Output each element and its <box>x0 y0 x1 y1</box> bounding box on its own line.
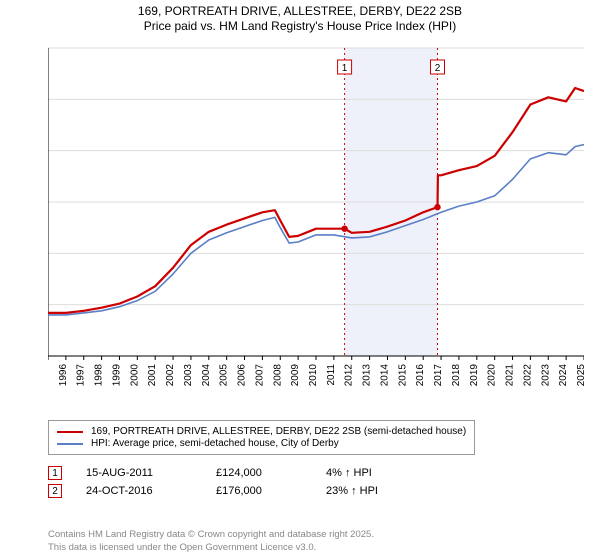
svg-text:2012: 2012 <box>344 364 355 387</box>
svg-text:2020: 2020 <box>487 364 498 387</box>
svg-text:2010: 2010 <box>308 364 319 387</box>
sale-date: 15-AUG-2011 <box>86 467 216 479</box>
svg-text:1997: 1997 <box>76 364 87 387</box>
svg-text:2014: 2014 <box>379 364 390 387</box>
svg-text:1999: 1999 <box>111 364 122 387</box>
chart-svg: £0£50K£100K£150K£200K£250K£300K199519961… <box>48 42 584 412</box>
legend-label-property: 169, PORTREATH DRIVE, ALLESTREE, DERBY, … <box>91 426 466 437</box>
svg-text:2013: 2013 <box>362 364 373 387</box>
svg-text:2005: 2005 <box>219 364 230 387</box>
svg-text:2016: 2016 <box>415 364 426 387</box>
svg-text:2006: 2006 <box>237 364 248 387</box>
sale-price: £124,000 <box>216 467 326 479</box>
sale-marker-icon: 2 <box>48 484 62 498</box>
legend-item-hpi: HPI: Average price, semi-detached house,… <box>57 438 466 449</box>
sale-marker-icon: 1 <box>48 466 62 480</box>
svg-text:2021: 2021 <box>505 364 516 387</box>
legend-swatch-property <box>57 431 83 433</box>
chart-title: 169, PORTREATH DRIVE, ALLESTREE, DERBY, … <box>0 0 600 34</box>
svg-text:2009: 2009 <box>290 364 301 387</box>
sale-delta: 23% ↑ HPI <box>326 485 426 497</box>
svg-text:2008: 2008 <box>272 364 283 387</box>
svg-text:2018: 2018 <box>451 364 462 387</box>
svg-text:2017: 2017 <box>433 364 444 387</box>
sales-table: 1 15-AUG-2011 £124,000 4% ↑ HPI 2 24-OCT… <box>48 462 426 502</box>
legend-box: 169, PORTREATH DRIVE, ALLESTREE, DERBY, … <box>48 420 475 455</box>
sale-price: £176,000 <box>216 485 326 497</box>
legend: 169, PORTREATH DRIVE, ALLESTREE, DERBY, … <box>48 420 584 455</box>
svg-text:2015: 2015 <box>397 364 408 387</box>
svg-text:2024: 2024 <box>558 364 569 387</box>
svg-text:2023: 2023 <box>540 364 551 387</box>
svg-text:2025: 2025 <box>576 364 584 387</box>
sale-row: 2 24-OCT-2016 £176,000 23% ↑ HPI <box>48 484 426 498</box>
svg-text:1995: 1995 <box>48 364 51 387</box>
svg-text:1998: 1998 <box>94 364 105 387</box>
legend-label-hpi: HPI: Average price, semi-detached house,… <box>91 438 339 449</box>
svg-text:2019: 2019 <box>469 364 480 387</box>
svg-text:1996: 1996 <box>58 364 69 387</box>
svg-text:2007: 2007 <box>254 364 265 387</box>
svg-text:2004: 2004 <box>201 364 212 387</box>
svg-text:2022: 2022 <box>522 364 533 387</box>
footer: Contains HM Land Registry data © Crown c… <box>48 529 374 554</box>
title-address: 169, PORTREATH DRIVE, ALLESTREE, DERBY, … <box>0 4 600 19</box>
svg-text:2003: 2003 <box>183 364 194 387</box>
svg-text:1: 1 <box>342 63 348 74</box>
svg-text:2011: 2011 <box>326 364 337 386</box>
svg-text:2000: 2000 <box>129 364 140 387</box>
svg-text:2001: 2001 <box>147 364 158 387</box>
title-subtitle: Price paid vs. HM Land Registry's House … <box>0 19 600 34</box>
legend-item-property: 169, PORTREATH DRIVE, ALLESTREE, DERBY, … <box>57 426 466 437</box>
sale-date: 24-OCT-2016 <box>86 485 216 497</box>
sale-delta: 4% ↑ HPI <box>326 467 426 479</box>
svg-text:2: 2 <box>435 63 441 74</box>
svg-text:2002: 2002 <box>165 364 176 387</box>
footer-line1: Contains HM Land Registry data © Crown c… <box>48 529 374 541</box>
footer-line2: This data is licensed under the Open Gov… <box>48 542 374 554</box>
legend-swatch-hpi <box>57 443 83 445</box>
chart: £0£50K£100K£150K£200K£250K£300K199519961… <box>48 42 584 412</box>
sale-row: 1 15-AUG-2011 £124,000 4% ↑ HPI <box>48 466 426 480</box>
